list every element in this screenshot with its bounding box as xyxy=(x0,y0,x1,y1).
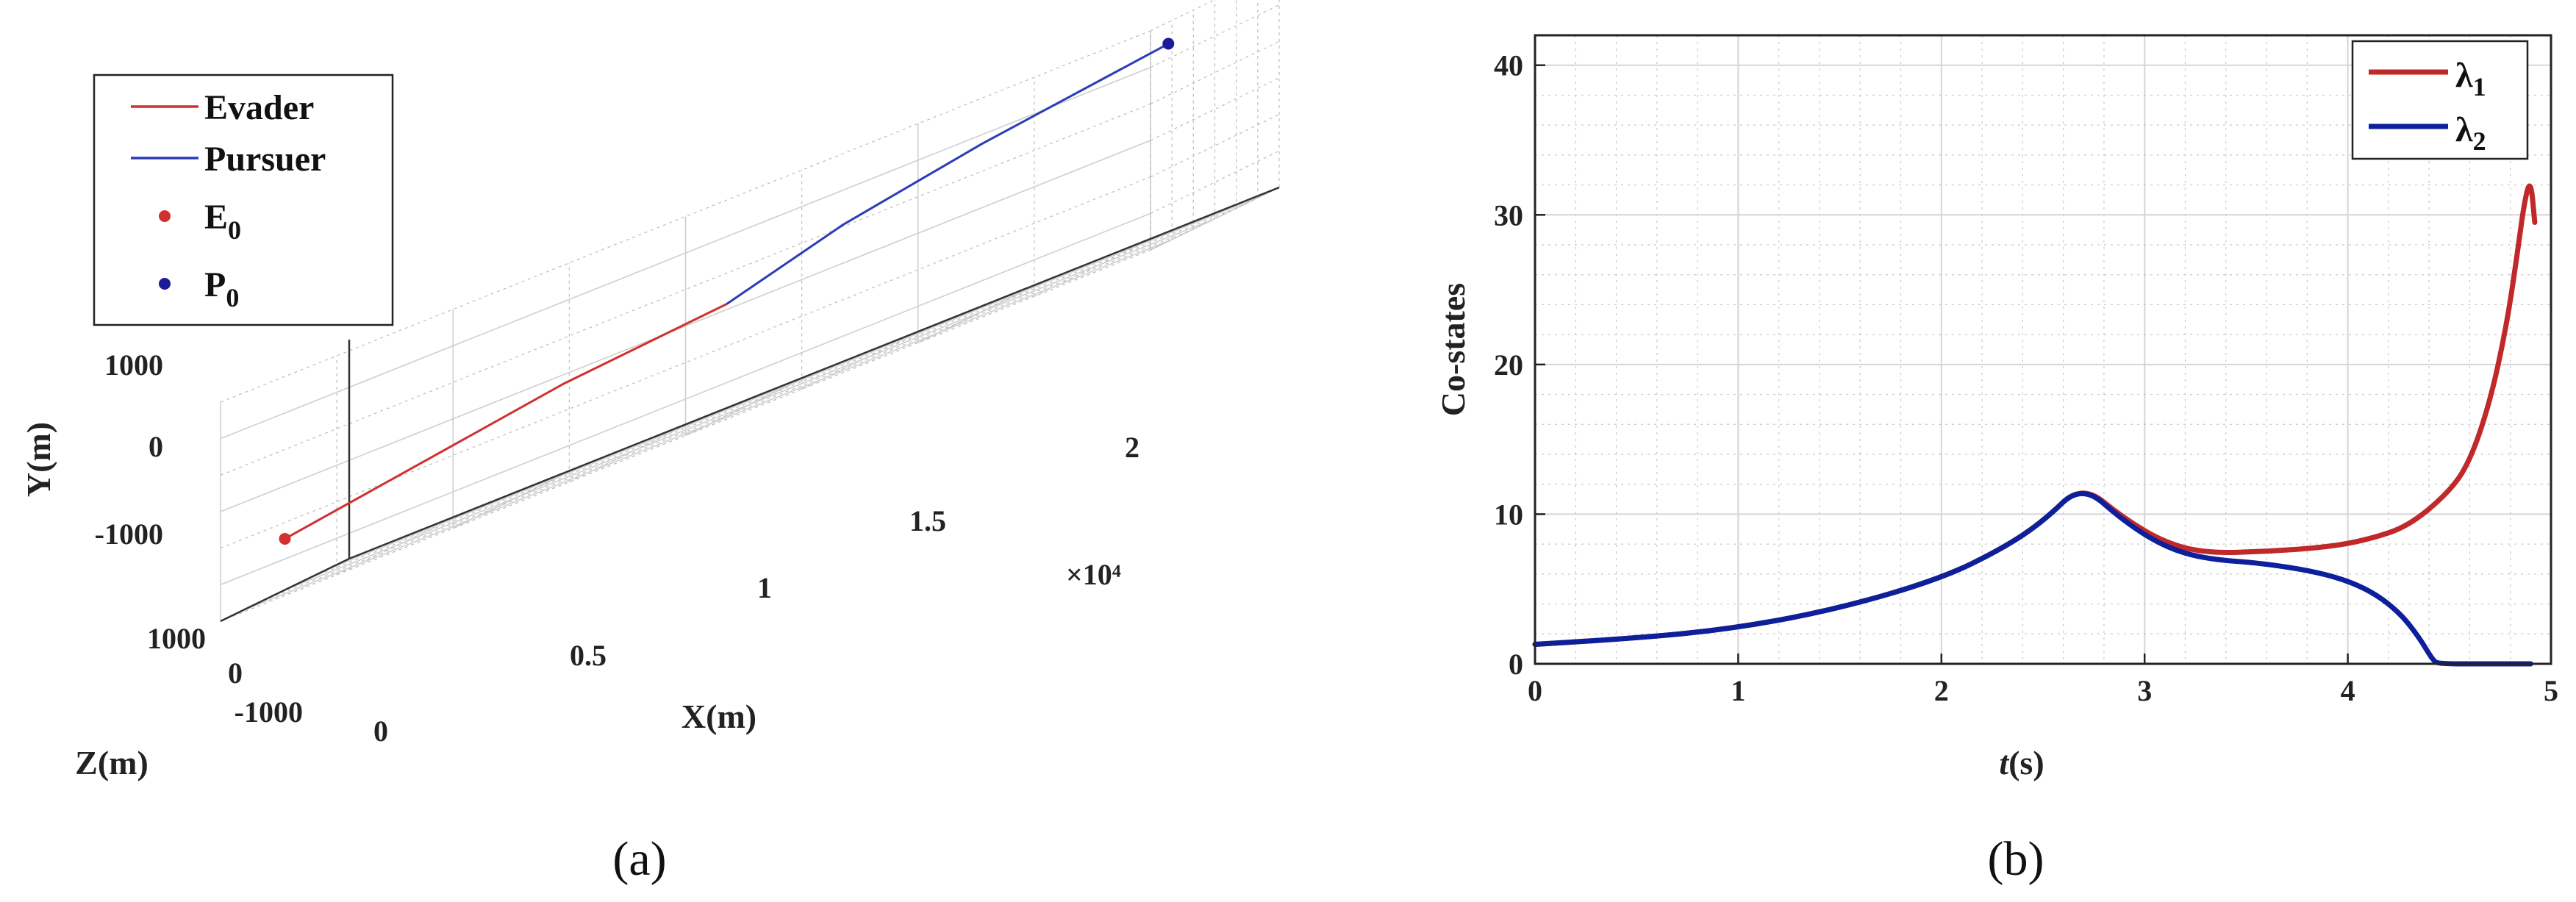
a-xtick-label: 0 xyxy=(373,715,388,748)
caption-b: (b) xyxy=(1988,832,2044,886)
a-series-line-pursuer xyxy=(726,43,1169,305)
b-legend-box xyxy=(2351,40,2529,160)
b-ytick-label: 40 xyxy=(1494,49,1523,82)
b-y-axis-label: Co-states xyxy=(1434,283,1472,416)
a-xtick-label: 0.5 xyxy=(570,639,607,672)
a-grid-line xyxy=(220,176,1151,549)
b-xtick-label: 1 xyxy=(1731,674,1745,707)
panel-a-x-ticks: 0 0.5 1 1.5 2 xyxy=(373,431,1139,748)
b-xtick-label: 5 xyxy=(2544,674,2558,707)
a-xtick-label: 1 xyxy=(757,571,772,604)
a-ytick-label: -1000 xyxy=(95,518,163,551)
a-grid-line xyxy=(220,103,1151,476)
b-legend-l1-sub: 1 xyxy=(2473,72,2486,101)
a-grid-line xyxy=(220,30,1151,403)
panel-b-ticks: 0 1 2 3 4 5 0 10 20 30 40 xyxy=(1494,49,2558,707)
b-x-axis-label-italic: t xyxy=(1999,744,2009,781)
a-legend-label-evader: Evader xyxy=(204,88,314,127)
b-legend-label-lambda2: λ2 xyxy=(2455,110,2486,156)
a-legend-p0-main: P xyxy=(204,265,226,304)
b-series-line-lambda1 xyxy=(1532,183,2538,648)
b-xtick-label: 0 xyxy=(1528,674,1542,707)
b-xtick-label: 2 xyxy=(1934,674,1949,707)
b-ytick-label: 0 xyxy=(1509,648,1523,681)
a-grid-line xyxy=(220,249,1151,622)
b-legend-label-lambda1: λ1 xyxy=(2455,56,2486,101)
a-marker-p_0 xyxy=(1162,37,1175,50)
a-legend-label-e0: E0 xyxy=(204,198,241,245)
a-grid-line xyxy=(263,229,1194,601)
a-grid-line xyxy=(241,239,1173,612)
panel-a-legend: Evader Pursuer E0 P0 xyxy=(93,74,394,326)
panel-a-axes-box xyxy=(220,186,1280,623)
b-ytick-label: 20 xyxy=(1494,348,1523,382)
panel-a-y-ticks: 1000 0 -1000 xyxy=(95,348,163,551)
a-grid-line xyxy=(1150,4,1280,68)
a-ztick-label: 0 xyxy=(228,656,243,690)
a-legend-label-pursuer: Pursuer xyxy=(204,140,326,179)
a-legend-e0-main: E xyxy=(204,198,228,237)
a-z-axis-label: Z(m) xyxy=(75,744,149,781)
a-marker-e_0 xyxy=(279,532,291,545)
a-legend-marker-e0 xyxy=(159,210,171,222)
a-legend-box xyxy=(93,74,394,326)
a-legend-p0-sub: 0 xyxy=(226,283,239,312)
b-series-line-lambda2 xyxy=(1532,491,2533,667)
a-xtick-label: 1.5 xyxy=(909,504,946,537)
panel-a-3d-trajectory: 0 0.5 1 1.5 2 ×10⁴ 1000 0 -1000 1000 0 -… xyxy=(20,0,1280,886)
panel-a-series xyxy=(279,37,1175,545)
a-ytick-label: 1000 xyxy=(104,348,163,382)
a-grid-line xyxy=(306,207,1237,580)
a-grid-line xyxy=(1150,77,1280,141)
b-x-axis-label-rest: (s) xyxy=(2008,744,2044,781)
a-grid-line xyxy=(220,212,1151,586)
panel-b-legend: λ1 λ2 xyxy=(2351,40,2529,160)
panel-a-z-ticks: 1000 0 -1000 xyxy=(147,622,303,729)
a-grid-line xyxy=(1150,150,1280,214)
b-xtick-label: 3 xyxy=(2137,674,2152,707)
a-ztick-label: 1000 xyxy=(147,622,206,655)
a-legend-label-p0: P0 xyxy=(204,265,239,312)
b-legend-l2-sub: 2 xyxy=(2473,126,2486,156)
a-legend-marker-p0 xyxy=(159,278,171,290)
a-ztick-label: -1000 xyxy=(235,695,303,729)
a-x-multiplier: ×10⁴ xyxy=(1066,558,1121,591)
a-grid-line xyxy=(285,218,1215,591)
caption-a: (a) xyxy=(612,832,666,886)
a-grid-line xyxy=(327,197,1259,570)
b-ytick-label: 10 xyxy=(1494,498,1523,531)
panel-b-series xyxy=(1532,183,2538,667)
b-legend-l1-main: λ xyxy=(2455,56,2473,95)
a-x-axis-label: X(m) xyxy=(681,698,756,735)
b-plot-frame xyxy=(1534,34,2552,665)
a-ytick-label: 0 xyxy=(149,430,163,463)
b-ytick-label: 30 xyxy=(1494,198,1523,232)
a-legend-e0-sub: 0 xyxy=(228,215,241,245)
b-x-axis-label: t(s) xyxy=(1999,744,2044,781)
a-x-axis-line xyxy=(348,186,1280,560)
a-y-axis-label: Y(m) xyxy=(20,422,57,497)
a-xtick-label: 2 xyxy=(1125,431,1139,464)
b-xtick-label: 4 xyxy=(2341,674,2355,707)
a-grid-line xyxy=(220,140,1151,512)
a-z-axis-line xyxy=(220,557,350,623)
a-grid-line xyxy=(220,66,1151,440)
b-legend-l2-main: λ xyxy=(2455,110,2473,149)
a-series-line-evader xyxy=(284,303,728,540)
